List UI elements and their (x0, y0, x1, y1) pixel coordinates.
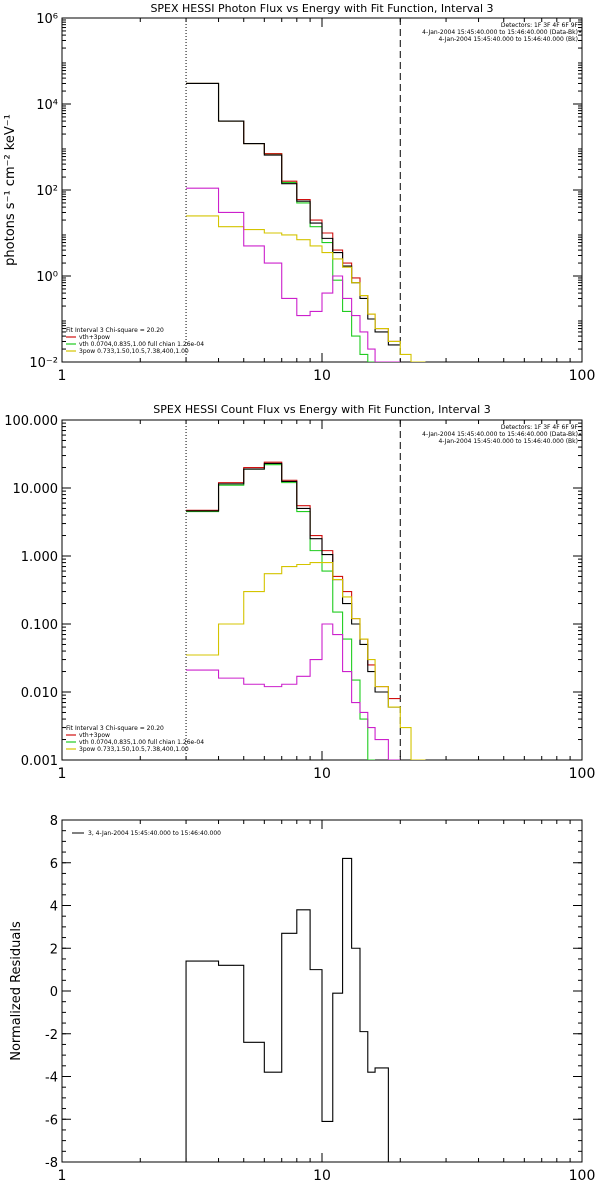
chart-panel-1: SPEX HESSI Photon Flux vs Energy with Fi… (3, 2, 595, 384)
y-axis-label: Normalized Residuals (9, 921, 24, 1061)
y-tick-label: 4 (50, 900, 58, 915)
y-tick-label: 100.000 (4, 414, 58, 429)
y-tick-label: 6 (50, 857, 58, 872)
legend-label-3: 3pow 0.733,1.50,10.5,7.38,400,1.00 (79, 746, 189, 753)
series-line-4 (186, 562, 426, 760)
series-line-1 (186, 464, 376, 760)
x-tick-label: 10 (313, 1168, 331, 1184)
legend-label-2: vth 0.0704,0.835,1.00 full chian 1.26e-0… (79, 739, 204, 746)
y-tick-label: -2 (45, 1028, 58, 1043)
legend-label-1: 3, 4-Jan-2004 15:45:40.000 to 15:46:40.0… (88, 830, 221, 837)
x-tick-label: 1 (58, 368, 67, 384)
series-line-4 (186, 215, 426, 362)
x-tick-label: 100 (569, 368, 596, 384)
y-tick-label: 0.100 (21, 618, 58, 633)
header-line-3: 4-Jan-2004 15:45:40.000 to 15:46:40.000 … (438, 438, 578, 445)
y-tick-label: 10⁻² (29, 356, 58, 371)
y-tick-label: 0 (50, 985, 58, 1000)
y-tick-label: 10⁴ (36, 98, 58, 113)
y-tick-label: 10² (36, 184, 58, 199)
header-line-3: 4-Jan-2004 15:45:40.000 to 15:46:40.000 … (438, 36, 578, 43)
y-tick-label: -8 (45, 1156, 58, 1171)
x-tick-label: 10 (313, 766, 331, 782)
plot-frame (61, 419, 583, 761)
series-line-3 (186, 462, 401, 708)
y-tick-label: 2 (50, 942, 58, 957)
series-line-1 (186, 82, 376, 362)
legend-label-3: 3pow 0.733,1.50,10.5,7.38,400,1.00 (79, 348, 189, 355)
legend-title: Fit Interval 3 Chi-square = 20.20 (66, 725, 164, 732)
y-tick-label: 0.010 (21, 686, 58, 701)
x-tick-label: 100 (569, 1168, 596, 1184)
series-group (186, 461, 426, 760)
y-tick-label: 1.000 (21, 550, 58, 565)
legend-label-2: vth 0.0704,0.835,1.00 full chian 1.26e-0… (79, 341, 204, 348)
x-tick-label: 1 (58, 1168, 67, 1184)
header-line-2: 4-Jan-2004 15:45:40.000 to 15:46:40.000 … (422, 29, 578, 36)
chart-title: SPEX HESSI Photon Flux vs Energy with Fi… (150, 2, 493, 15)
series-line-3 (186, 82, 401, 346)
y-tick-label: -6 (45, 1113, 58, 1128)
y-axis-label: photons s⁻¹ cm⁻² keV⁻¹ (3, 114, 18, 266)
y-tick-label: 10.000 (13, 482, 59, 497)
chart-title: SPEX HESSI Count Flux vs Energy with Fit… (153, 403, 490, 416)
legend-label-1: vth+3pow (79, 732, 110, 739)
series-line-5 (186, 623, 401, 760)
header-line-2: 4-Jan-2004 15:45:40.000 to 15:46:40.000 … (422, 431, 578, 438)
series-line-1 (185, 857, 389, 1162)
y-tick-label: 10⁶ (36, 12, 58, 27)
series-group (186, 82, 426, 362)
header-line-1: Detectors: 1F 3F 4F 6F 9F (501, 424, 579, 431)
chart-panel-2: SPEX HESSI Count Flux vs Energy with Fit… (4, 403, 595, 782)
chart-panel-3: Normalized Residuals 1 10 100 -8 -6 -4 -2 0 2 4 6 8 3… (9, 814, 595, 1184)
y-tick-label: -4 (45, 1071, 58, 1086)
y-tick-label: 10⁰ (36, 270, 58, 285)
x-tick-label: 1 (58, 766, 67, 782)
y-tick-label: 8 (50, 814, 58, 829)
legend-label-1: vth+3pow (79, 334, 110, 341)
series-group (185, 857, 389, 1162)
series-line-2 (186, 461, 401, 700)
series-line-5 (186, 187, 401, 362)
x-tick-label: 10 (313, 368, 331, 384)
legend-title: Fit Interval 3 Chi-square = 20.20 (66, 327, 164, 334)
x-tick-label: 100 (569, 766, 596, 782)
header-line-1: Detectors: 1F 3F 4F 6F 9F (501, 22, 579, 29)
y-tick-label: 0.001 (21, 754, 58, 769)
